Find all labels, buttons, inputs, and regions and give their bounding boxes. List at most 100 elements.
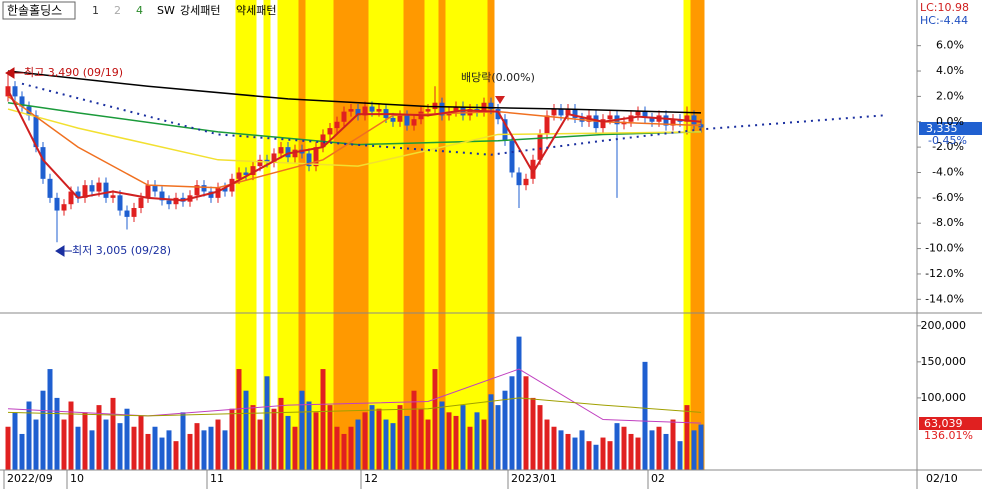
annotation: 최고 3,490 (09/19) — [24, 66, 123, 79]
x-tick-label: 02 — [651, 472, 665, 485]
y-tick-label: -8.0% — [932, 216, 964, 229]
candle-body — [47, 178, 53, 198]
moving-average — [7, 101, 702, 146]
date-box: 02/10 — [926, 472, 958, 485]
header-item[interactable]: 2 — [114, 4, 121, 17]
volume-bar — [243, 390, 249, 470]
volume-bar — [173, 441, 179, 470]
candle-body — [159, 191, 165, 201]
candle-body — [33, 115, 39, 148]
candle-body — [495, 109, 501, 120]
volume-bar — [250, 405, 256, 470]
candle-body — [530, 159, 536, 179]
y-tick-label: -14.0% — [925, 292, 964, 305]
volume-bar — [439, 401, 445, 470]
moving-average — [21, 82, 884, 156]
candle-body — [537, 134, 543, 160]
candle-body — [61, 204, 67, 211]
volume-bar — [642, 361, 648, 470]
y-tick-label: -10.0% — [925, 242, 964, 255]
header-item[interactable]: 1 — [92, 4, 99, 17]
signal-band — [298, 0, 306, 470]
candle-body — [271, 153, 277, 163]
signal-band — [683, 0, 691, 470]
volume-bar — [572, 437, 578, 470]
volume-bar — [159, 437, 165, 470]
candle-body — [208, 191, 214, 198]
volume-bar — [103, 419, 109, 470]
volume-bar — [474, 412, 480, 470]
volume-bar — [313, 412, 319, 470]
volume-bar — [516, 336, 522, 470]
x-tick-label: 10 — [70, 472, 84, 485]
candle-body — [89, 185, 95, 192]
volume-average — [7, 397, 702, 417]
header-item[interactable]: 약세패턴 — [236, 3, 276, 17]
volume-bar — [544, 419, 550, 470]
volume-bar — [278, 397, 284, 470]
volume-bar — [404, 415, 410, 470]
volume-bar — [600, 437, 606, 470]
last-price-box — [919, 122, 982, 135]
candle-body — [369, 106, 375, 112]
signal-band — [333, 0, 369, 470]
candle-body — [362, 106, 368, 116]
title-box[interactable] — [2, 1, 76, 20]
candle-body — [278, 147, 284, 154]
volume-bar — [320, 369, 326, 470]
volume-bar — [607, 441, 613, 470]
volume-bar — [19, 433, 25, 470]
annotation-arrow — [495, 96, 505, 104]
annotation: 배당락(0.00%) — [461, 71, 535, 84]
volume-bar — [369, 405, 375, 470]
candle-body — [19, 96, 25, 107]
volume-bar — [411, 390, 417, 470]
candle-body — [229, 178, 235, 192]
candle-body — [432, 102, 438, 110]
header-item[interactable]: SW — [157, 4, 175, 17]
header-item[interactable]: 강세패턴 — [180, 4, 220, 17]
candle-body — [404, 115, 410, 126]
volume-bar — [649, 430, 655, 470]
header-item[interactable]: 4 — [136, 4, 143, 17]
volume-bar — [110, 397, 116, 470]
volume-bar — [502, 390, 508, 470]
candle-body — [551, 109, 557, 116]
last-price: 3,335 — [926, 122, 958, 135]
volume-bar — [166, 430, 172, 470]
candle-body — [516, 172, 522, 186]
volume-bar — [341, 433, 347, 470]
volume-bar — [355, 419, 361, 470]
y-tick-label: 150,000 — [921, 355, 967, 368]
y-tick-label: 200,000 — [921, 319, 967, 332]
candle-body — [313, 147, 319, 167]
volume-bar — [425, 419, 431, 470]
signal-band — [690, 0, 705, 470]
candle-body — [110, 195, 116, 198]
candle-body — [82, 185, 88, 198]
volume-bar — [684, 405, 690, 470]
volume-bar — [418, 408, 424, 470]
volume-bar — [530, 397, 536, 470]
candle-body — [348, 109, 354, 112]
volume-bar — [635, 437, 641, 470]
volume-bar — [334, 426, 340, 470]
volume-bar — [215, 419, 221, 470]
x-tick-label: 2023/01 — [511, 472, 557, 485]
candle-body — [376, 109, 382, 112]
candle-body — [691, 115, 697, 125]
x-tick-label: 11 — [210, 472, 224, 485]
candle-body — [425, 109, 431, 112]
volume-bar — [26, 401, 32, 470]
volume-bar — [82, 412, 88, 470]
signal-band — [438, 0, 446, 470]
signal-band — [445, 0, 488, 470]
candle-body — [509, 140, 515, 173]
candle-body — [138, 197, 144, 208]
y-tick-label: -2.0% — [932, 140, 964, 153]
volume-bar — [670, 419, 676, 470]
volume-bar — [124, 408, 130, 470]
candle-body — [544, 115, 550, 135]
candle-body — [327, 128, 333, 135]
